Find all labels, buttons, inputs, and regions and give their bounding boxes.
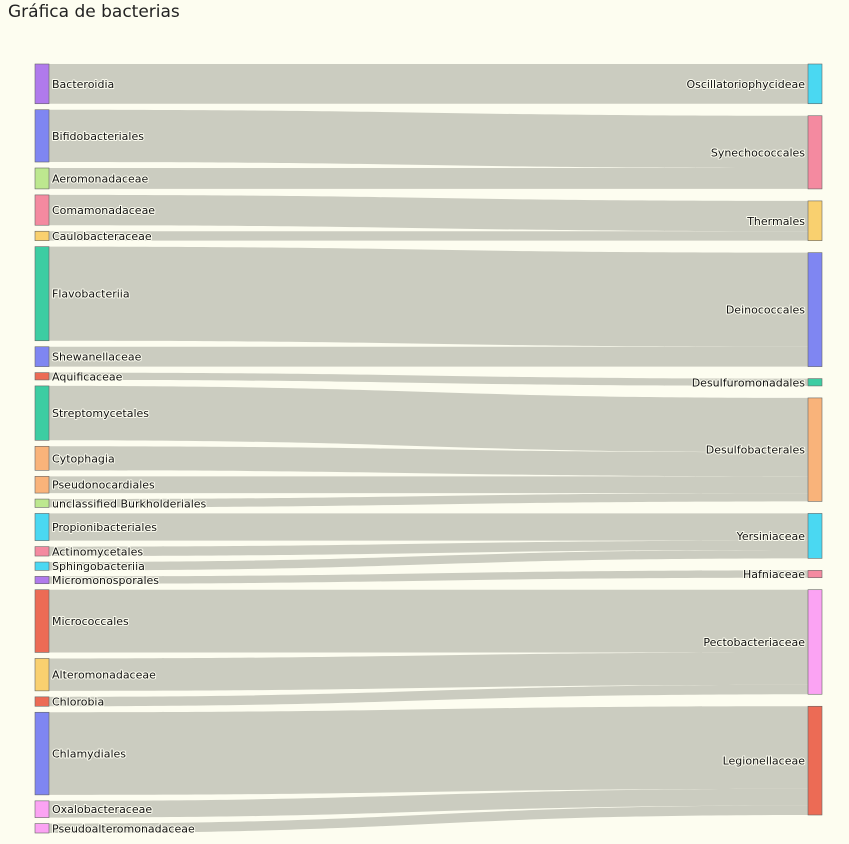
node-pectobacteriaceae[interactable] [807,589,823,695]
node-synechococcales[interactable] [807,115,823,190]
node-label-pseudoalteromonadaceae: Pseudoalteromonadaceae [52,822,195,835]
link-shewanellaceae-to-deinococcales[interactable] [49,346,808,367]
node-label-legionellaceae: Legionellaceae [723,755,806,768]
node-unclassified-burkholderiales[interactable] [34,498,50,508]
node-deinococcales[interactable] [807,252,823,367]
link-aeromonadaceae-to-synechococcales[interactable] [49,168,808,189]
link-alteromonadaceae-to-pectobacteriaceae[interactable] [49,652,808,691]
node-label-micrococcales: Micrococcales [52,615,129,628]
node-flavobacteriia[interactable] [34,246,50,342]
link-pseudoalteromonadaceae-to-legionellaceae[interactable] [49,805,808,833]
node-sphingobacteriia[interactable] [34,561,50,571]
link-pseudonocardiales-to-desulfobacterales[interactable] [49,476,808,494]
node-label-chlorobia: Chlorobia [52,696,104,709]
node-label-synechococcales: Synechococcales [711,146,805,159]
node-alteromonadaceae[interactable] [34,658,50,692]
node-chlamydiales[interactable] [34,711,50,796]
link-caulobacteraceae-to-thermales[interactable] [49,231,808,241]
link-streptomycetales-to-desulfobacterales[interactable] [49,385,808,453]
node-comamonadaceae[interactable] [34,194,50,226]
link-bacteroidia-to-oscillatoriophycideae[interactable] [49,64,808,104]
node-label-comamonadaceae: Comamonadaceae [52,204,155,217]
link-sphingobacteriia-to-yersiniaceae[interactable] [49,550,808,571]
node-streptomycetales[interactable] [34,385,50,441]
node-label-pseudonocardiales: Pseudonocardiales [52,479,155,492]
links-layer [49,64,808,833]
nodes-layer: Bacteroidia Bifidobacteriales Aeromonadace… [34,63,823,836]
node-chlorobia[interactable] [34,696,50,707]
chart-title: Gráfica de bacterias [8,2,180,22]
link-chlamydiales-to-legionellaceae[interactable] [49,706,808,795]
node-label-streptomycetales: Streptomycetales [52,407,149,420]
node-pseudoalteromonadaceae[interactable] [34,823,50,834]
node-oscillatoriophycideae[interactable] [807,63,823,105]
node-aquificaceae[interactable] [34,372,50,381]
node-label-bifidobacteriales: Bifidobacteriales [52,130,144,143]
node-label-bacteroidia: Bacteroidia [52,78,114,91]
node-label-aquificaceae: Aquificaceae [52,370,123,383]
node-desulfuromonadales[interactable] [807,378,823,387]
node-label-micromonosporales: Micromonosporales [52,574,159,587]
node-label-yersiniaceae: Yersiniaceae [736,530,806,543]
node-actinomycetales[interactable] [34,546,50,557]
node-aeromonadaceae[interactable] [34,167,50,190]
node-label-flavobacteriia: Flavobacteriia [52,288,130,301]
node-label-actinomycetales: Actinomycetales [52,545,143,558]
node-label-thermales: Thermales [746,215,805,228]
node-label-shewanellaceae: Shewanellaceae [52,351,142,364]
link-bifidobacteriales-to-synechococcales[interactable] [49,109,808,169]
link-unclassified-burkholderiales-to-desulfobacterales[interactable] [49,493,808,508]
node-label-hafniaceae: Hafniaceae [743,568,805,581]
link-cytophagia-to-desulfobacterales[interactable] [49,446,808,477]
node-label-pectobacteriaceae: Pectobacteriaceae [703,636,805,649]
node-label-cytophagia: Cytophagia [52,452,115,465]
node-label-sphingobacteriia: Sphingobacteriia [52,560,145,573]
link-comamonadaceae-to-thermales[interactable] [49,194,808,232]
link-flavobacteriia-to-deinococcales[interactable] [49,246,808,347]
node-hafniaceae[interactable] [807,570,823,579]
link-actinomycetales-to-yersiniaceae[interactable] [49,540,808,557]
node-thermales[interactable] [807,200,823,241]
node-yersiniaceae[interactable] [807,513,823,559]
link-micrococcales-to-pectobacteriaceae[interactable] [49,589,808,653]
link-aquificaceae-to-desulfuromonadales[interactable] [49,372,808,386]
node-micromonosporales[interactable] [34,576,50,585]
node-label-caulobacteraceae: Caulobacteraceae [52,230,152,243]
link-chlorobia-to-pectobacteriaceae[interactable] [49,684,808,707]
node-label-chlamydiales: Chlamydiales [52,748,126,761]
node-label-unclassified-burkholderiales: unclassified Burkholderiales [52,497,207,510]
node-label-oxalobacteraceae: Oxalobacteraceae [52,803,152,816]
node-desulfobacterales[interactable] [807,397,823,502]
node-label-deinococcales: Deinococcales [726,304,805,317]
node-propionibacteriales[interactable] [34,513,50,541]
node-label-alteromonadaceae: Alteromonadaceae [52,669,156,682]
node-label-propionibacteriales: Propionibacteriales [52,521,157,534]
node-bacteroidia[interactable] [34,63,50,105]
link-propionibacteriales-to-yersiniaceae[interactable] [49,513,808,541]
node-pseudonocardiales[interactable] [34,476,50,494]
node-caulobacteraceae[interactable] [34,230,50,241]
node-label-desulfobacterales: Desulfobacterales [706,444,806,457]
node-legionellaceae[interactable] [807,705,823,816]
node-shewanellaceae[interactable] [34,346,50,367]
node-bifidobacteriales[interactable] [34,109,50,163]
node-cytophagia[interactable] [34,445,50,471]
node-label-desulfuromonadales: Desulfuromonadales [692,376,806,389]
link-oxalobacteraceae-to-legionellaceae[interactable] [49,788,808,818]
link-micromonosporales-to-hafniaceae[interactable] [49,570,808,584]
node-label-oscillatoriophycideae: Oscillatoriophycideae [686,78,805,91]
node-micrococcales[interactable] [34,589,50,653]
node-oxalobacteraceae[interactable] [34,800,50,818]
node-label-aeromonadaceae: Aeromonadaceae [52,172,149,185]
